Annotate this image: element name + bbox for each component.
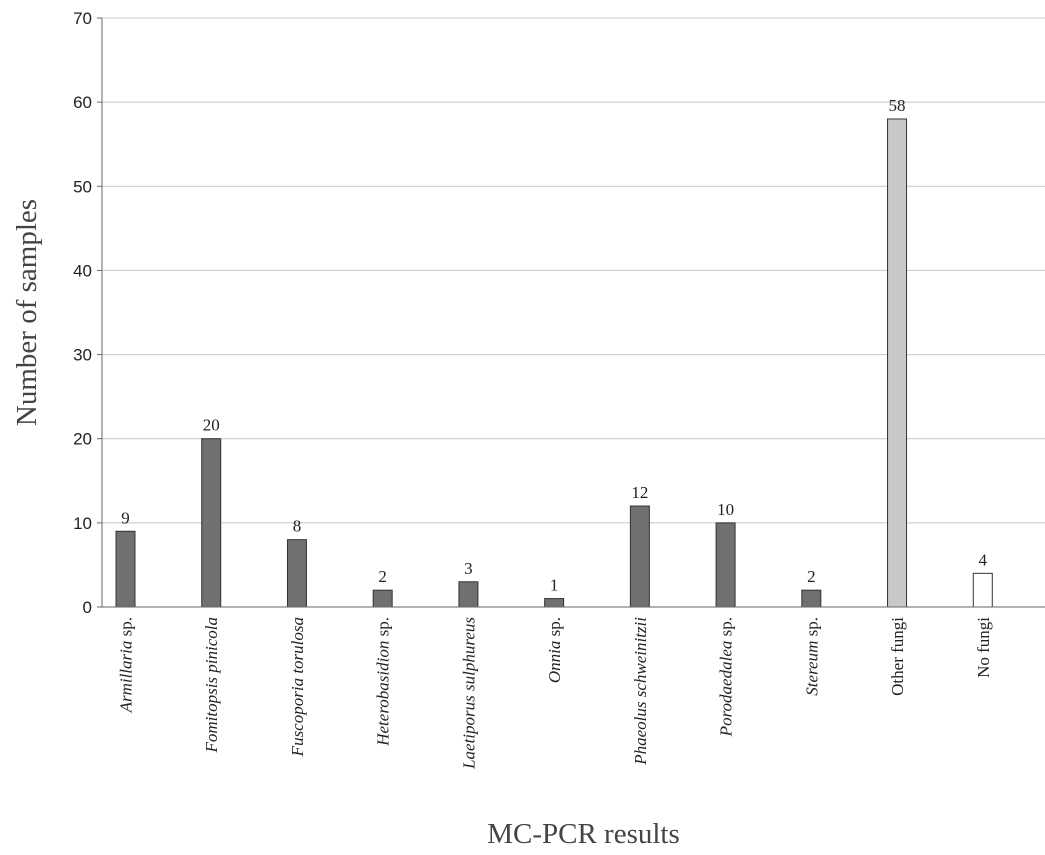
x-category-label-part: Porodaedalea — [717, 641, 736, 738]
y-tick-label: 20 — [73, 430, 92, 449]
data-label: 2 — [807, 567, 816, 586]
data-label: 58 — [889, 96, 906, 115]
x-category-label: Other fungi — [888, 617, 907, 696]
bar — [286, 539, 307, 608]
y-axis-title: Number of samples — [11, 199, 43, 426]
x-category-label-part: Heterobasidion — [374, 641, 393, 747]
x-category-label: Fuscoporia torulosa — [288, 617, 307, 757]
x-category-label: Stereum sp. — [802, 617, 821, 696]
x-category-label-part: Onnia — [545, 641, 564, 684]
bar — [801, 589, 822, 608]
bar — [972, 572, 993, 608]
y-tick-label: 0 — [83, 598, 92, 617]
bar — [115, 530, 136, 608]
x-category-label: Heterobasidion sp. — [374, 617, 393, 747]
bar — [201, 438, 222, 608]
y-tick-label: 50 — [73, 177, 92, 196]
data-label: 3 — [464, 559, 473, 578]
x-category-label: No fungi — [974, 617, 993, 678]
data-label: 4 — [979, 550, 988, 569]
data-label: 20 — [203, 416, 220, 435]
x-category-label: Armillaria sp. — [117, 617, 136, 713]
y-tick-label: 40 — [73, 261, 92, 280]
bars — [115, 118, 993, 608]
data-label: 9 — [121, 508, 130, 527]
bar — [458, 581, 479, 608]
x-category-label-part: Laetiporus sulphureus — [459, 617, 478, 770]
x-category-label-part: Other fungi — [888, 617, 907, 696]
y-tick-label: 10 — [73, 514, 92, 533]
data-label: 12 — [631, 483, 648, 502]
y-tick-label: 30 — [73, 346, 92, 365]
x-category-label: Fomitopsis pinicola — [202, 617, 221, 754]
x-category-label-part: Fuscoporia torulosa — [288, 617, 307, 757]
x-category-label-part: Phaeolus schweinitzii — [631, 617, 650, 766]
x-category-label: Phaeolus schweinitzii — [631, 617, 650, 766]
x-category-label-part: sp. — [802, 617, 821, 641]
x-category-label: Laetiporus sulphureus — [459, 617, 478, 770]
data-label: 10 — [717, 500, 734, 519]
x-category-label-part: sp. — [117, 617, 136, 641]
x-category-label-part: sp. — [545, 617, 564, 641]
x-category-label-part: No fungi — [974, 617, 993, 678]
x-category-label-part: sp. — [717, 617, 736, 641]
bar — [544, 598, 565, 608]
x-axis-title: MC-PCR results — [487, 818, 680, 850]
y-tick-label: 70 — [73, 9, 92, 28]
bar — [715, 522, 736, 608]
x-category-label-part: sp. — [374, 617, 393, 641]
x-axis-categories: Armillaria sp. Fomitopsis pinicola Fuscopo… — [117, 617, 993, 770]
bar — [629, 505, 650, 608]
bar — [372, 589, 393, 608]
data-label: 2 — [378, 567, 387, 586]
x-category-label-part: Stereum — [802, 641, 821, 696]
x-category-label-part: Fomitopsis pinicola — [202, 617, 221, 754]
data-label: 8 — [293, 517, 302, 536]
y-axis-ticks: 0 10 20 30 40 50 60 70 — [73, 9, 102, 617]
y-tick-label: 60 — [73, 93, 92, 112]
gridlines — [102, 17, 1045, 524]
data-label: 1 — [550, 576, 559, 595]
data-labels: 9 20 8 2 3 1 12 10 2 58 4 — [121, 96, 987, 595]
x-category-label-part: Armillaria — [117, 641, 136, 714]
bar — [887, 118, 908, 608]
x-category-label: Onnia sp. — [545, 617, 564, 683]
x-category-label: Porodaedalea sp. — [717, 617, 736, 737]
